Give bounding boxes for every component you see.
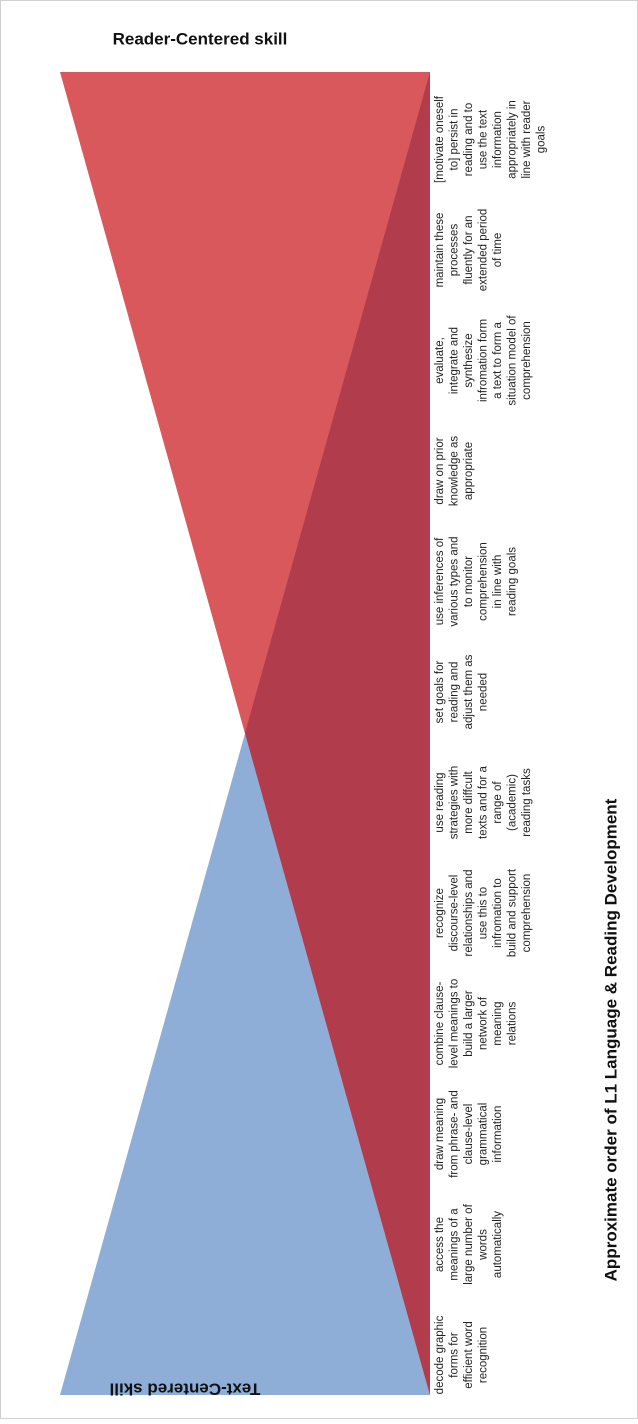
skill-line: decode graphic bbox=[434, 1315, 446, 1394]
skill-line: various types and bbox=[449, 536, 461, 626]
skill-line: access the bbox=[434, 1217, 446, 1272]
skill-line: relationships and bbox=[463, 870, 475, 957]
skill-line: integrate and bbox=[449, 327, 461, 394]
skill-line: information bbox=[492, 111, 504, 168]
skill-line: clause-level bbox=[463, 1104, 475, 1165]
skill-line: use inferences of bbox=[434, 537, 446, 625]
skill-line: in line with bbox=[492, 555, 504, 609]
skill-line: from phrase- and bbox=[449, 1090, 461, 1178]
skill-line: range of bbox=[492, 781, 504, 824]
skill-line: infromation form bbox=[478, 319, 490, 402]
rotated-content: Approximate order of L1 Language & Readi… bbox=[434, 95, 620, 1394]
skill-line: reading and bbox=[449, 662, 461, 723]
skill-line: grammatical bbox=[478, 1103, 490, 1166]
skill-line: meanings of a bbox=[449, 1208, 461, 1281]
skill-line: [motivate oneself bbox=[434, 95, 446, 183]
skill-line: to monitor bbox=[463, 556, 475, 607]
skill-line: processes bbox=[449, 224, 461, 277]
skill-line: maintain these bbox=[434, 213, 446, 288]
skill-line: appropriately in bbox=[507, 100, 519, 179]
skill-line: level meanings to bbox=[449, 979, 461, 1069]
skill-line: comprehension bbox=[521, 321, 533, 400]
skill-line: meaning bbox=[492, 1001, 504, 1045]
skill-line: a text to form a bbox=[492, 322, 504, 399]
skill-line: situation model of bbox=[507, 315, 519, 406]
skill-line: needed bbox=[478, 673, 490, 711]
skill-line: use the text bbox=[478, 109, 490, 169]
skill-line: reading and to bbox=[463, 103, 475, 177]
skill-line: adjust them as bbox=[463, 654, 475, 729]
skill-line: line with reader bbox=[521, 100, 533, 178]
skill-line: efficient word bbox=[463, 1321, 475, 1389]
skill-line: goals bbox=[536, 126, 548, 154]
skill-line: recognize bbox=[434, 888, 446, 938]
bottom-label: Text-Centered skill bbox=[110, 1380, 261, 1399]
skill-line: recognition bbox=[478, 1327, 490, 1383]
skill-line: use reading bbox=[434, 772, 446, 832]
skill-line: words bbox=[478, 1229, 490, 1261]
skill-line: of time bbox=[492, 233, 504, 268]
skill-line: set goals for bbox=[434, 661, 446, 724]
overlap-region bbox=[245, 72, 430, 1395]
skill-line: strategies with bbox=[449, 766, 461, 840]
skill-line: use this to bbox=[478, 887, 490, 939]
skill-line: comprehension bbox=[521, 874, 533, 953]
skill-line: knowledge as bbox=[449, 436, 461, 507]
skill-line: extended period bbox=[478, 209, 490, 291]
skill-line: reading tasks bbox=[521, 768, 533, 837]
skill-line: build and support bbox=[507, 868, 519, 957]
skill-line: combine clause- bbox=[434, 981, 446, 1065]
skill-line: fluently for an bbox=[463, 215, 475, 284]
skill-line: large number of bbox=[463, 1203, 475, 1284]
skill-line: draw meaning bbox=[434, 1098, 446, 1170]
top-label: Reader-Centered skill bbox=[113, 29, 288, 48]
diagram-title: Approximate order of L1 Language & Readi… bbox=[601, 798, 620, 1281]
skill-line: automatically bbox=[492, 1211, 504, 1278]
skill-line: to] persist in bbox=[449, 109, 461, 171]
skill-line: texts and for a bbox=[478, 765, 490, 838]
skill-line: (academic) bbox=[507, 774, 519, 831]
skill-line: comprehension bbox=[478, 542, 490, 621]
skill-line: synthesize bbox=[463, 333, 475, 387]
skill-line: relations bbox=[507, 1002, 519, 1046]
skill-line: infromation to bbox=[492, 878, 504, 948]
skill-line: reading goals bbox=[507, 547, 519, 616]
skill-line: draw on prior bbox=[434, 437, 446, 504]
skill-line: appropriate bbox=[463, 442, 475, 500]
skill-line: information bbox=[492, 1106, 504, 1163]
skill-line: build a larger bbox=[463, 990, 475, 1057]
skill-line: evaluate, bbox=[434, 337, 446, 384]
skill-line: network of bbox=[478, 996, 490, 1050]
skill-line: discourse-level bbox=[449, 875, 461, 952]
skill-line: forms for bbox=[449, 1332, 461, 1378]
skill-line: more diffcult bbox=[463, 770, 475, 833]
